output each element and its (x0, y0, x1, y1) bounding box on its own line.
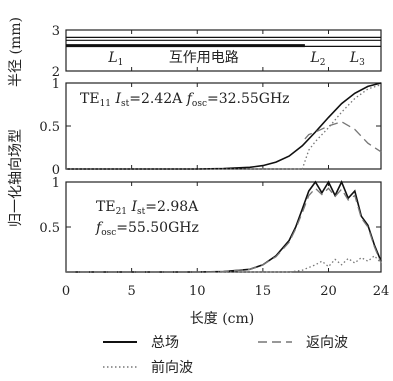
region-label: L1 (107, 50, 123, 68)
te11-ytick-label: 1 (52, 77, 60, 92)
x-tick-label: 5 (127, 284, 135, 299)
te21-series-前向波 (66, 254, 382, 273)
region-label: 互作用电路 (169, 50, 239, 66)
region-label: L2 (309, 50, 325, 68)
te21-series-返向波 (66, 187, 382, 273)
legend-label: 返向波 (306, 335, 348, 351)
te11-series-前向波 (66, 84, 382, 170)
te11-annotation: TE11 Ist=2.42A fosc=32.55GHz (80, 91, 290, 109)
te21-series-总场 (66, 180, 382, 273)
x-tick-label: 20 (320, 284, 337, 299)
te11-series-返向波 (304, 120, 382, 153)
x-tick-label: 0 (62, 284, 70, 299)
shared-y-axis-label: 归一化轴向场型 (7, 129, 24, 227)
x-axis-label: 长度 (cm) (190, 311, 255, 327)
panel-radius: 2 3 L1 互作用电路 L2 L3 (52, 24, 382, 80)
panel-te11: 00.51 (39, 77, 382, 178)
panel-te21: 0.510 5 10 15 20 24 (39, 176, 389, 299)
x-tick-label: 15 (255, 284, 272, 299)
te21-ytick-label: 1 (52, 176, 60, 191)
te21-annotation-line1: TE21 Ist=2.98A (96, 199, 199, 217)
te11-mode: TE (80, 91, 100, 107)
legend-label: 总场 (151, 335, 179, 351)
x-tick-label: 24 (373, 284, 390, 299)
te21-annotation-line2: fosc=55.50GHz (95, 220, 199, 238)
te11-ytick-label: 0.5 (39, 120, 60, 135)
radius-frame (65, 29, 382, 72)
legend-label: 前向波 (151, 359, 193, 376)
te21-frame (65, 181, 382, 273)
radius-y-axis-label: 半径 (mm) (8, 17, 24, 87)
region-label: L3 (349, 50, 365, 68)
te11-ytick-label: 0 (52, 163, 60, 178)
te21-ytick-label: 0.5 (39, 221, 60, 236)
te11-series-总场 (66, 82, 382, 170)
radius-ytick-label: 2 (52, 65, 60, 80)
x-tick-label: 10 (189, 284, 206, 299)
radius-ytick-label: 3 (52, 24, 60, 39)
